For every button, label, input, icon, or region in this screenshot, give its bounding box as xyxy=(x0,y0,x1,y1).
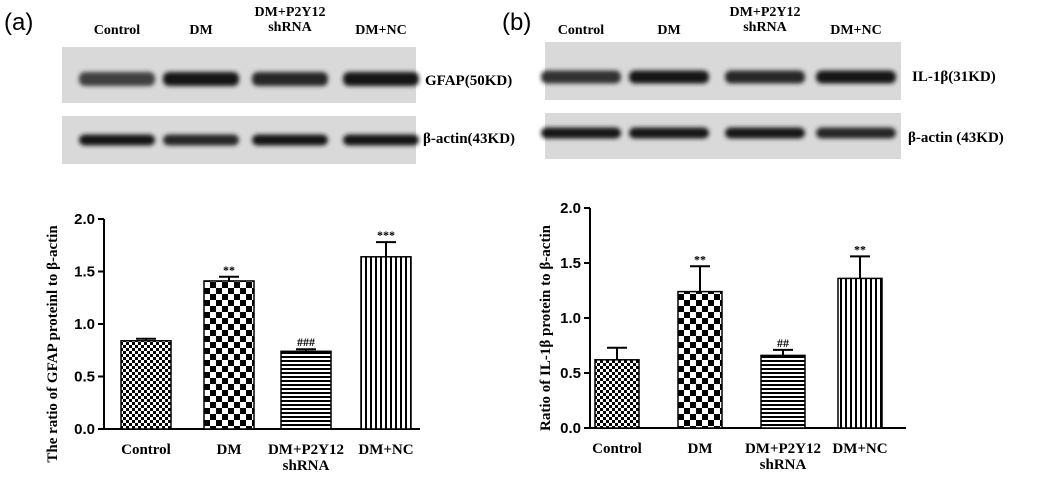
significance-marker: ** xyxy=(694,252,706,266)
significance-marker: ### xyxy=(297,335,315,349)
bar xyxy=(203,280,255,430)
blot-band xyxy=(79,72,155,86)
blot-band xyxy=(252,72,328,86)
blot-band xyxy=(343,72,419,86)
x-category-label: DM+NC xyxy=(832,441,887,457)
bar xyxy=(120,340,172,430)
blot-band xyxy=(163,134,239,146)
blot-band xyxy=(252,134,328,146)
blot-band xyxy=(163,72,239,86)
blot-row-label: IL-1β(31KD) xyxy=(912,69,996,85)
blot-band xyxy=(343,134,419,146)
panel-letter-a: (a) xyxy=(4,9,33,36)
significance-marker: ** xyxy=(223,263,235,277)
y-tick-label: 2.0 xyxy=(560,200,581,217)
y-tick-label: 1.0 xyxy=(560,310,581,327)
bar-chart-gfap: 0.0 0.5 1.0 1.5 2.0 The ratio of GFAP protein… xyxy=(45,211,420,474)
blot-band xyxy=(541,127,621,139)
y-tick-label: 1.5 xyxy=(74,264,95,281)
significance-marker: ## xyxy=(777,336,789,350)
blot-band xyxy=(725,70,805,84)
x-category-label: Control xyxy=(592,441,642,457)
western-blot-b: Control DM DM+P2Y12 shRNA DM+NC IL-1β(31KD) β-… xyxy=(541,5,1004,159)
x-category-label: DM xyxy=(688,441,713,457)
x-category-label: Control xyxy=(121,442,171,458)
blot-row-label: β-actin(43KD) xyxy=(423,131,515,147)
bar xyxy=(837,277,883,429)
y-tick-label: 2.0 xyxy=(74,211,95,228)
blot-band xyxy=(816,70,896,84)
bar xyxy=(360,256,412,430)
y-tick-label: 0.5 xyxy=(560,365,581,382)
bar xyxy=(594,359,640,429)
bar-chart-il1b: 0.0 0.5 1.0 1.5 2.0 Ratio of IL-1β protein to… xyxy=(538,200,906,473)
blot-lane-label: Control xyxy=(94,23,141,38)
y-axis-label: The ratio of GFAP proteinl to β-actin xyxy=(45,225,61,463)
x-category-label: DM+NC xyxy=(358,442,413,458)
y-tick-label: 0.5 xyxy=(74,369,95,386)
blot-band xyxy=(629,127,709,139)
blot-lane-label: DM+NC xyxy=(355,23,407,38)
blot-band xyxy=(725,127,805,139)
x-category-label: DM xyxy=(217,442,242,458)
x-category-label: DM+P2Y12 shRNA xyxy=(745,441,821,473)
blot-lane-label: DM xyxy=(189,23,212,38)
blot-row-label: β-actin (43KD) xyxy=(908,130,1004,146)
bar xyxy=(280,350,332,430)
blot-lane-label: Control xyxy=(558,23,605,38)
y-tick-label: 0.0 xyxy=(560,420,581,437)
blot-row-label: GFAP(50KD) xyxy=(425,73,512,89)
significance-marker: *** xyxy=(377,228,395,242)
blot-lane-label: DM+P2Y12 shRNA xyxy=(730,5,801,35)
blot-lane-label: DM+P2Y12 shRNA xyxy=(255,5,326,35)
blot-lane-label: DM+NC xyxy=(830,23,882,38)
y-axis-label: Ratio of IL-1β protein to β-actin xyxy=(538,224,554,431)
blot-band xyxy=(629,70,709,84)
western-blot-a: Control DM DM+P2Y12 shRNA DM+NC GFAP(50KD) β-a… xyxy=(62,5,515,164)
blot-band xyxy=(79,134,155,146)
panel-letter-b: (b) xyxy=(502,9,531,36)
y-tick-label: 1.0 xyxy=(74,316,95,333)
blot-band xyxy=(541,70,621,84)
blot-lane-label: DM xyxy=(657,23,680,38)
y-tick-label: 1.5 xyxy=(560,255,581,272)
bar xyxy=(760,354,806,429)
significance-marker: ** xyxy=(854,242,866,256)
x-category-label: DM+P2Y12 shRNA xyxy=(268,442,344,474)
bar xyxy=(677,290,723,429)
blot-band xyxy=(816,127,896,139)
y-tick-label: 0.0 xyxy=(74,421,95,438)
